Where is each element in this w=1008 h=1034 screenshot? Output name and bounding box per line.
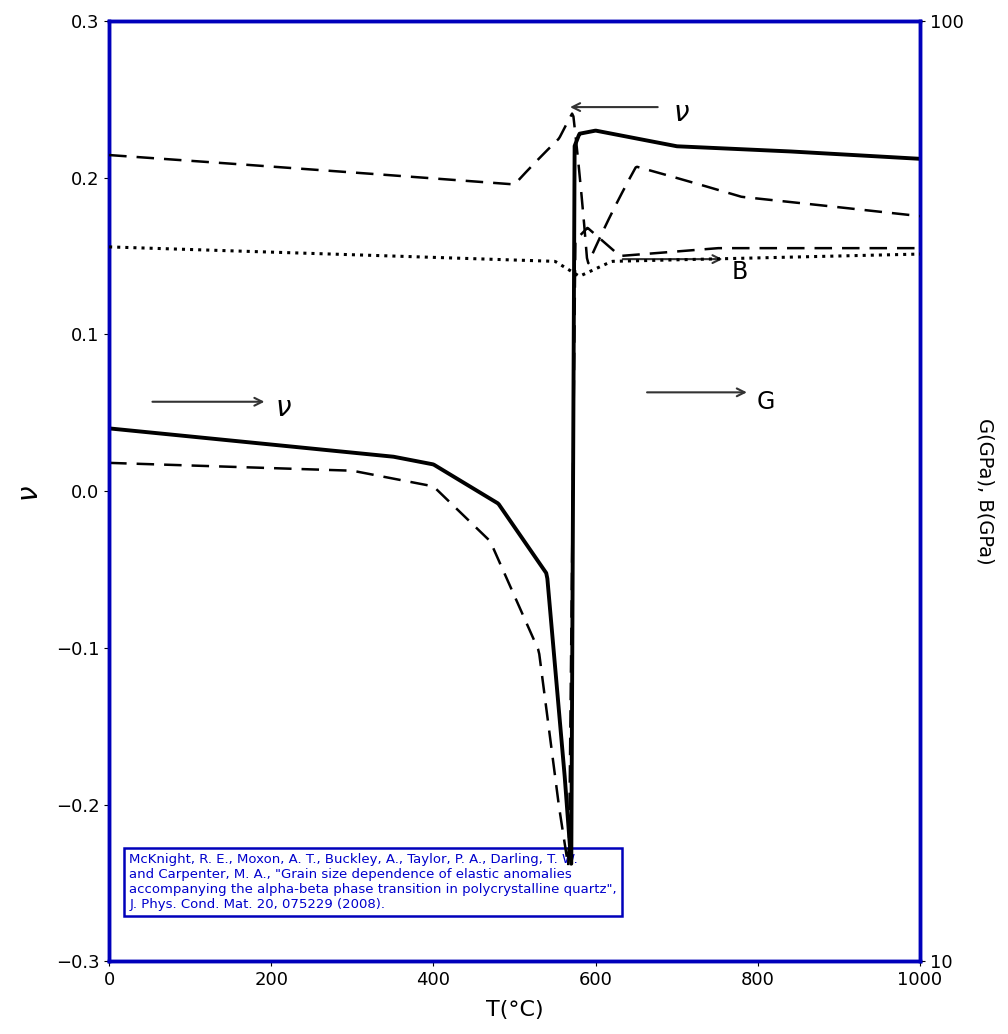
X-axis label: T(°C): T(°C) <box>486 1000 543 1021</box>
Text: G: G <box>756 390 774 414</box>
Y-axis label: ν: ν <box>14 483 42 498</box>
Text: McKnight, R. E., Moxon, A. T., Buckley, A., Taylor, P. A., Darling, T. W.
and Ca: McKnight, R. E., Moxon, A. T., Buckley, … <box>129 853 617 911</box>
Text: B: B <box>732 260 748 283</box>
Text: $\nu$: $\nu$ <box>275 394 292 422</box>
Text: $\nu$: $\nu$ <box>672 99 689 127</box>
Y-axis label: G(GPa), B(GPa): G(GPa), B(GPa) <box>975 418 994 565</box>
